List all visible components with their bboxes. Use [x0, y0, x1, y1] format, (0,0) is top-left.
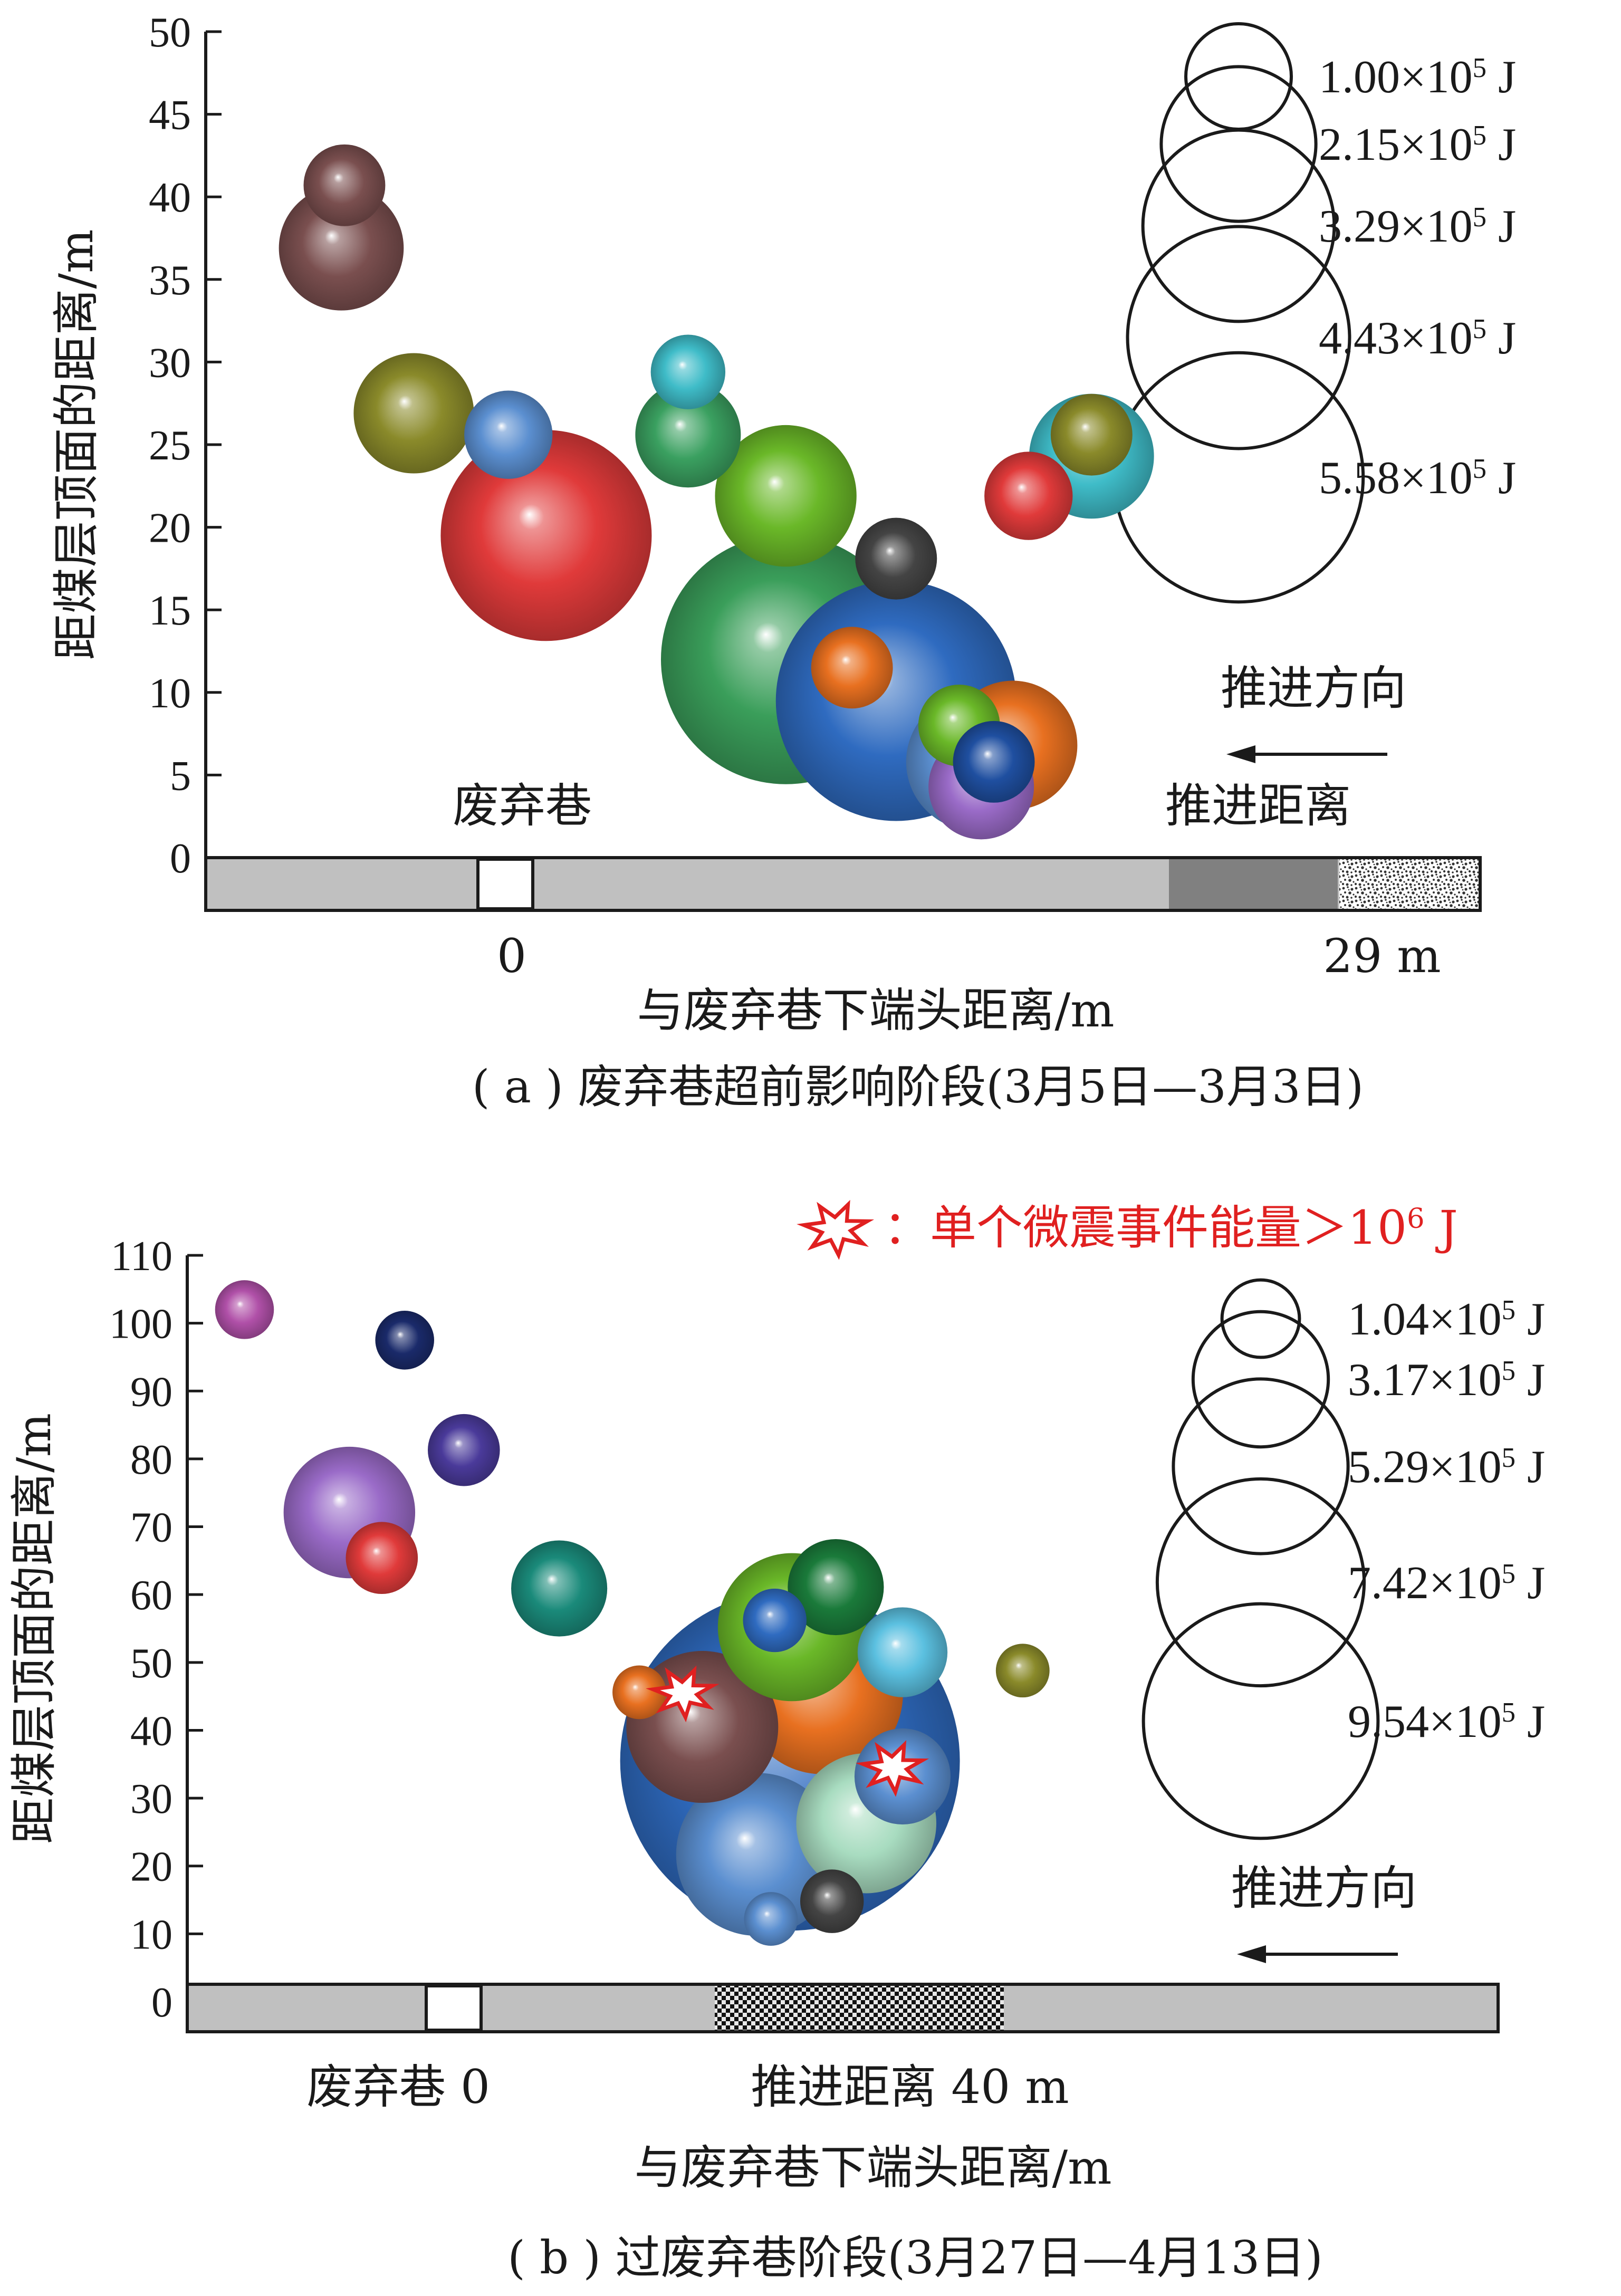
y-tick-label: 30 — [149, 340, 191, 386]
size-legend: 1.00×105 J 2.15×105 J 3.29×105 J 4.43×105 J… — [1112, 22, 1516, 604]
bubble-point — [1050, 393, 1133, 476]
bubble-point — [279, 185, 404, 311]
bubble-point — [995, 1644, 1050, 1698]
bubble-point — [612, 1665, 666, 1719]
roadway-label: 废弃巷 — [453, 779, 592, 833]
bubble-point — [788, 1539, 884, 1636]
x-axis-label: 与废弃巷下端头距离/m — [634, 2140, 1111, 2195]
panel-caption: ( b ) 过废弃巷阶段(3月27日—4月13日) — [507, 2232, 1323, 2284]
legend-label: 5.29×105 J — [1348, 1442, 1545, 1493]
big-event-marker — [646, 1665, 720, 1723]
x-tick-label: 0 — [497, 929, 526, 983]
legend-label: 3.17×105 J — [1348, 1354, 1545, 1406]
x-tick-label: 29 m — [1323, 929, 1441, 983]
y-tick-label: 90 — [130, 1369, 172, 1415]
y-tick-label: 100 — [109, 1301, 172, 1348]
legend-circle — [1172, 1377, 1350, 1555]
legend-circle — [1159, 65, 1318, 223]
y-tick-label: 10 — [130, 1911, 172, 1958]
bubble-point — [650, 334, 726, 409]
y-tick-label: 15 — [149, 588, 191, 634]
bubble-point — [215, 1280, 274, 1339]
bubble-point — [303, 144, 386, 226]
legend-circle — [1126, 225, 1351, 450]
y-tick-label: 5 — [170, 753, 191, 799]
x-tick-label: 废弃巷 0 — [306, 2060, 490, 2114]
y-axis-label: 距煤层顶面的距离/m — [7, 1413, 61, 1844]
direction-arrow-head — [1226, 745, 1255, 763]
y-tick-label: 30 — [130, 1776, 172, 1822]
big-event-note: ：单个微震事件能量＞106 J — [884, 1200, 1458, 1255]
y-axis-label: 距煤层顶面的距离/m — [49, 229, 103, 660]
legend-circle — [1155, 1477, 1366, 1688]
advanced-zone — [1169, 859, 1338, 909]
bubbles — [215, 1280, 1050, 1946]
bubble-point — [635, 382, 741, 488]
bubble-point — [744, 1892, 798, 1946]
advance-distance-zone — [715, 1986, 1004, 2030]
bubble-point — [855, 517, 937, 600]
big-event-legend-icon — [797, 1199, 875, 1260]
legend-circle — [1141, 128, 1336, 323]
y-tick-label: 45 — [149, 92, 191, 139]
y-tick-label: 40 — [149, 175, 191, 221]
legend-circle — [1220, 1278, 1301, 1359]
legend-circle — [1191, 1310, 1330, 1449]
legend-circle — [1142, 1602, 1380, 1840]
y-tick-label: 20 — [130, 1844, 172, 1890]
y-tick-label: 10 — [149, 670, 191, 717]
big-event-marker — [855, 1740, 929, 1797]
legend-label: 5.58×105 J — [1319, 453, 1516, 504]
legend-label: 3.29×105 J — [1319, 201, 1516, 252]
y-tick-label: 0 — [151, 1980, 172, 2026]
bubble-point — [375, 1311, 434, 1370]
bubble-point — [811, 627, 893, 709]
y-tick-label: 0 — [170, 835, 191, 882]
advance-distance-label: 推进距离 — [1165, 779, 1351, 833]
bubble-point — [800, 1869, 864, 1933]
y-tick-label: 50 — [149, 9, 191, 56]
legend-label: 9.54×105 J — [1348, 1696, 1545, 1747]
legend-label: 7.42×105 J — [1348, 1558, 1545, 1609]
y-tick-label: 60 — [130, 1572, 172, 1619]
panel-b: 0 10 20 30 40 50 60 70 80 90 100 110 距煤层顶面的距离/m 废弃巷 0… — [7, 1199, 1545, 2284]
bubble-point — [464, 390, 553, 479]
bubble-point — [743, 1588, 807, 1653]
advance-direction-label: 推进方向 — [1221, 661, 1406, 715]
advance-direction-label: 推进方向 — [1231, 1861, 1417, 1915]
roadway-box — [425, 1984, 483, 2032]
bubble-point — [511, 1540, 608, 1637]
legend-label: 4.43×105 J — [1319, 313, 1516, 364]
y-tick-label: 80 — [130, 1437, 172, 1483]
y-tick-label: 20 — [149, 505, 191, 552]
y-tick-label: 25 — [149, 422, 191, 469]
advance-distance-zone — [1339, 859, 1479, 909]
bubble-point — [715, 425, 857, 567]
y-tick-label: 35 — [149, 257, 191, 304]
size-legend: 1.04×105 J 3.17×105 J 5.29×105 J 7.42×105 J… — [1142, 1278, 1545, 1840]
legend-label: 1.00×105 J — [1319, 52, 1516, 103]
y-tick-label: 40 — [130, 1708, 172, 1754]
bubble-point — [353, 353, 474, 474]
panel-a: 0 5 10 15 20 25 30 35 40 45 50 距煤层顶面的距离/m 0 29 m 与废弃巷下… — [49, 9, 1516, 1113]
direction-arrow-head — [1237, 1945, 1266, 1963]
y-tick-label: 110 — [111, 1233, 172, 1280]
bubble-point — [346, 1522, 418, 1594]
x-tick-label: 推进距离 40 m — [751, 2060, 1069, 2114]
legend-label: 1.04×105 J — [1348, 1294, 1545, 1345]
y-tick-label: 50 — [130, 1640, 172, 1687]
bubble-point — [857, 1607, 948, 1697]
bubbles — [279, 144, 1154, 840]
panel-caption: ( a ) 废弃巷超前影响阶段(3月5日—3月3日) — [472, 1061, 1364, 1113]
bubble-point — [428, 1414, 500, 1486]
bubble-point — [953, 720, 1035, 803]
legend-label: 2.15×105 J — [1319, 119, 1516, 170]
y-tick-label: 70 — [130, 1505, 172, 1551]
x-axis-label: 与废弃巷下端头距离/m — [637, 983, 1114, 1037]
bubble-point — [984, 451, 1073, 540]
roadway-box — [476, 858, 534, 910]
bubble-point — [440, 430, 652, 641]
